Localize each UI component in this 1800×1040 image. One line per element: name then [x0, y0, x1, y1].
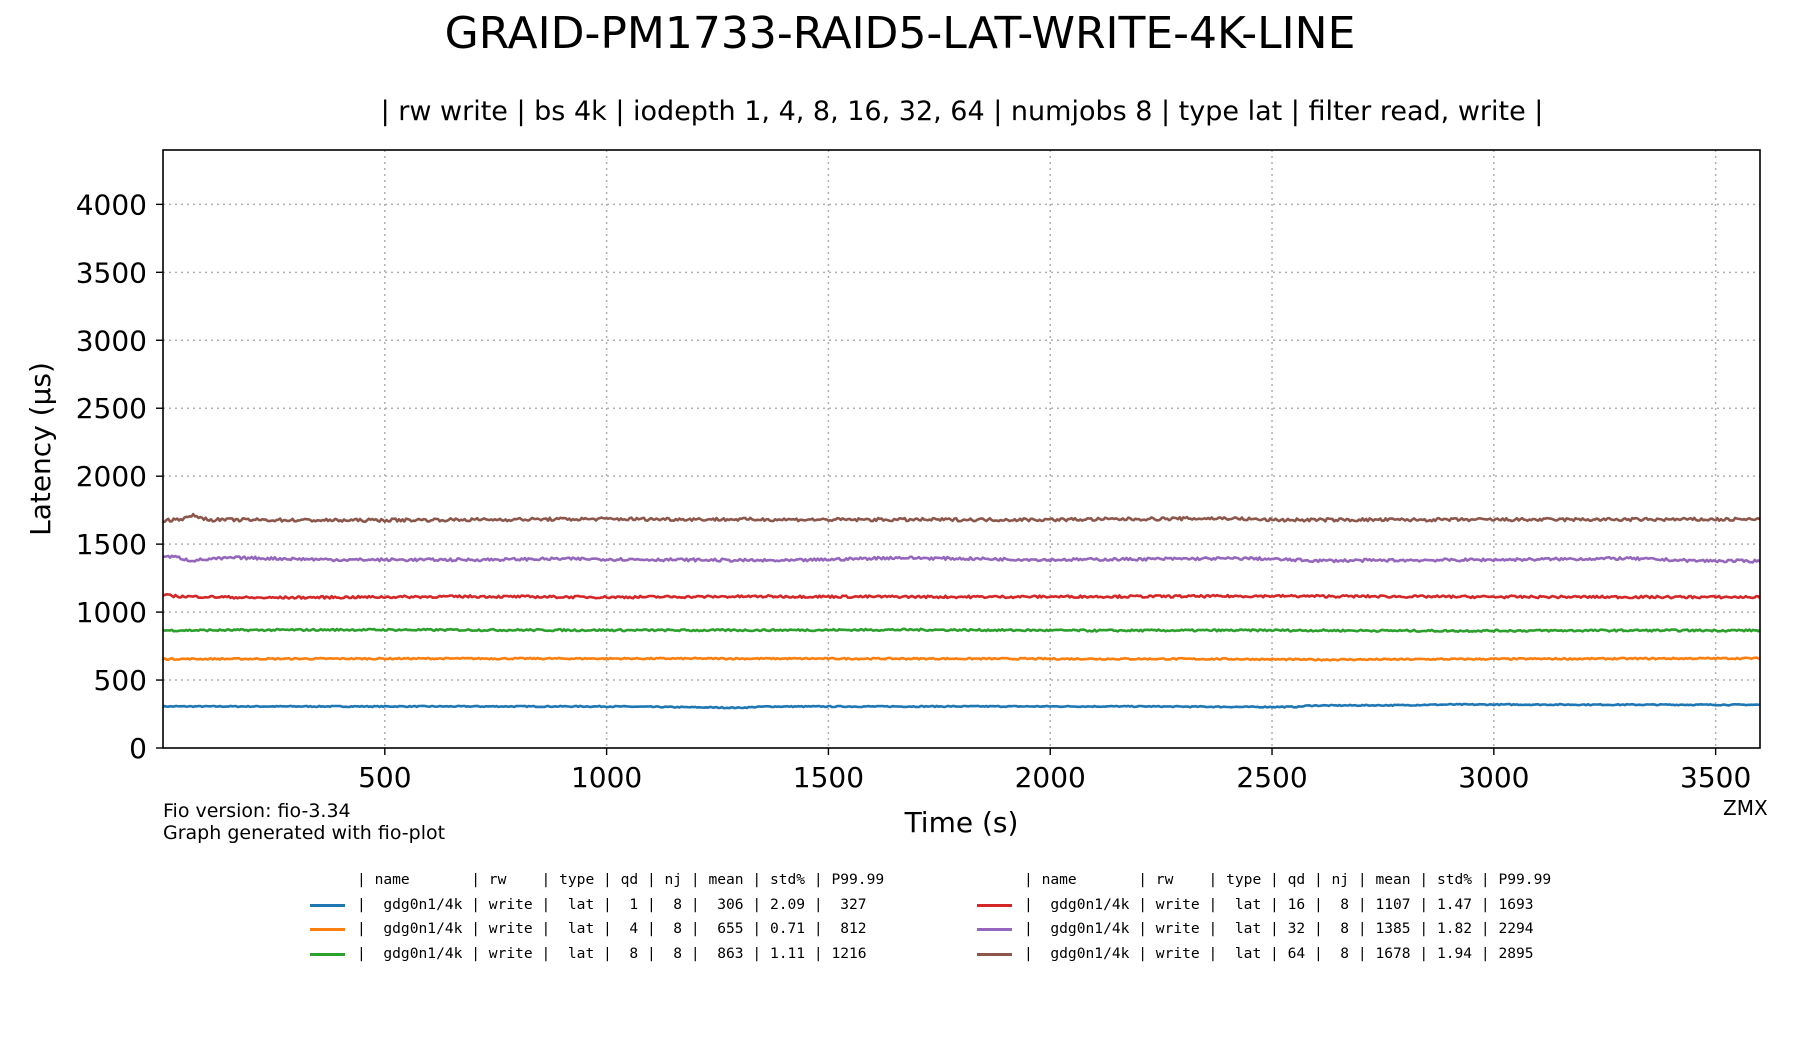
legend-swatch: [310, 928, 345, 931]
legend-swatch: [977, 928, 1012, 931]
y-tick-label: 0: [129, 732, 147, 765]
x-tick-label: 2500: [1236, 761, 1307, 794]
legend-entry: | gdg0n1/4k | write | lat | 16 | 8 | 110…: [977, 893, 1534, 918]
x-tick-label: 500: [358, 761, 411, 794]
legend-entry-text: | gdg0n1/4k | write | lat | 64 | 8 | 167…: [1024, 944, 1534, 962]
grid: [163, 150, 1760, 748]
y-tick-label: 3500: [76, 256, 147, 289]
legend-left: | name | rw | type | qd | nj | mean | st…: [310, 868, 884, 967]
legend-header: | name | rw | type | qd | nj | mean | st…: [977, 868, 1551, 893]
legend-entry: | gdg0n1/4k | write | lat | 64 | 8 | 167…: [977, 942, 1534, 967]
legend-entry-text: | gdg0n1/4k | write | lat | 16 | 8 | 110…: [1024, 895, 1534, 913]
x-tick-label: 3000: [1458, 761, 1529, 794]
legend-entry: | gdg0n1/4k | write | lat | 4 | 8 | 655 …: [310, 917, 867, 942]
y-tick-label: 1000: [76, 596, 147, 629]
y-tick-label: 500: [94, 664, 147, 697]
legend-header-text: | name | rw | type | qd | nj | mean | st…: [357, 871, 885, 888]
legend-swatch: [310, 952, 345, 956]
corner-label: ZMX: [1723, 796, 1768, 820]
x-axis-label: Time (s): [904, 806, 1019, 839]
legend-swatch: [977, 952, 1012, 956]
legend-entry: | gdg0n1/4k | write | lat | 8 | 8 | 863 …: [310, 942, 867, 967]
y-tick-label: 3000: [76, 324, 147, 357]
legend-entry-text: | gdg0n1/4k | write | lat | 4 | 8 | 655 …: [357, 920, 867, 937]
series-line: [162, 593, 1761, 600]
axis-ticks: 500 1000 1500 2000 2500 3000 3500 0 500 1000 1500 2…: [76, 188, 1752, 794]
y-tick-label: 2500: [76, 392, 147, 425]
series-line: [162, 512, 1761, 524]
series-line: [162, 702, 1761, 710]
line-chart: 500 1000 1500 2000 2500 3000 3500 0 500 1000 1500 2…: [24, 149, 1761, 839]
series-line: [162, 627, 1761, 633]
plot-frame: [162, 149, 1761, 749]
chart-title: GRAID-PM1733-RAID5-LAT-WRITE-4K-LINE: [444, 8, 1356, 59]
x-tick-label: 3500: [1680, 761, 1751, 794]
legend-header: | name | rw | type | qd | nj | mean | st…: [310, 868, 884, 893]
y-tick-label: 2000: [76, 460, 147, 493]
series-line: [162, 656, 1761, 662]
legend-header-text: | name | rw | type | qd | nj | mean | st…: [1024, 871, 1552, 888]
legend-entry: | gdg0n1/4k | write | lat | 1 | 8 | 306 …: [310, 893, 867, 918]
legend-right: | name | rw | type | qd | nj | mean | st…: [977, 868, 1551, 967]
legend-swatch: [310, 903, 345, 907]
x-tick-label: 1500: [793, 761, 864, 794]
x-tick-label: 2000: [1015, 761, 1086, 794]
x-tick-label: 1000: [571, 761, 642, 794]
fio-version-note: Fio version: fio-3.34: [163, 800, 351, 822]
legend-entry-text: | gdg0n1/4k | write | lat | 1 | 8 | 306 …: [357, 895, 867, 913]
y-tick-label: 4000: [76, 188, 147, 221]
y-tick-label: 1500: [76, 528, 147, 561]
legend-entry-text: | gdg0n1/4k | write | lat | 32 | 8 | 138…: [1024, 920, 1534, 937]
legend-entry: | gdg0n1/4k | write | lat | 32 | 8 | 138…: [977, 917, 1534, 942]
legend-swatch: [977, 903, 1012, 907]
legend-entry-text: | gdg0n1/4k | write | lat | 8 | 8 | 863 …: [357, 944, 867, 962]
chart-subtitle: | rw write | bs 4k | iodepth 1, 4, 8, 16…: [380, 96, 1544, 127]
series-line: [163, 554, 1761, 564]
series-lines: [162, 512, 1761, 710]
generator-note: Graph generated with fio-plot: [163, 822, 446, 844]
y-axis-label: Latency (µs): [24, 362, 57, 536]
